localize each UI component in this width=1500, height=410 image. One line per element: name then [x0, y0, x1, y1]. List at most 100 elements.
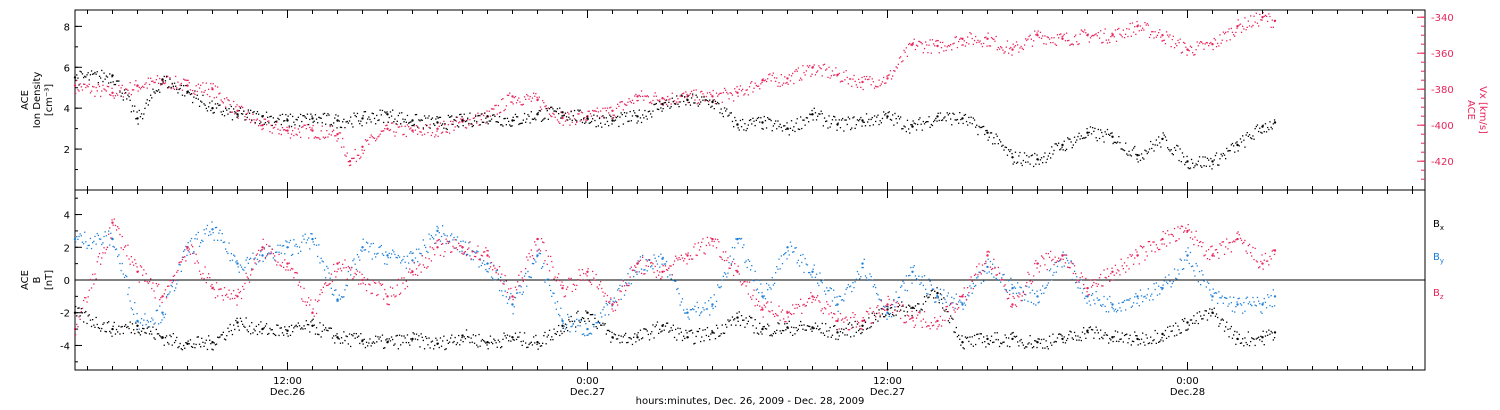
- bx-point: [261, 327, 264, 331]
- density-dot: [1202, 156, 1204, 158]
- density-dot: [381, 109, 384, 112]
- density-dot: [270, 115, 272, 117]
- bx-dot: [518, 336, 520, 338]
- bx-dot: [1034, 340, 1036, 342]
- density-dot: [545, 107, 547, 110]
- bz-dot: [375, 282, 377, 284]
- bx-dot: [1173, 335, 1176, 337]
- velocity-dot: [206, 93, 209, 96]
- bx-dot: [651, 331, 653, 333]
- velocity-dot: [920, 42, 922, 44]
- bx-dot: [620, 335, 622, 337]
- by-dot: [437, 227, 439, 229]
- density-point: [1111, 135, 1114, 138]
- bx-dot: [414, 338, 417, 340]
- velocity-dot: [804, 74, 806, 76]
- bx-dot: [1137, 344, 1139, 346]
- bx-dot: [458, 334, 460, 337]
- bx-dot: [658, 332, 660, 334]
- velocity-dot: [933, 43, 935, 45]
- bx-dot: [742, 319, 744, 321]
- by-dot: [972, 282, 974, 285]
- by-dot: [680, 301, 682, 303]
- bz-dot: [642, 256, 644, 258]
- bx-dot: [1161, 337, 1163, 339]
- by-dot: [885, 313, 887, 316]
- density-dot: [619, 116, 621, 118]
- by-dot: [1013, 286, 1015, 288]
- bz-dot: [544, 260, 546, 262]
- density-dot: [448, 116, 451, 118]
- by-dot: [128, 287, 130, 289]
- by-dot: [376, 253, 378, 255]
- velocity-dot: [978, 41, 980, 43]
- by-dot: [775, 272, 777, 274]
- density-dot: [325, 123, 327, 125]
- bx-dot: [221, 334, 223, 336]
- velocity-dot: [786, 81, 788, 84]
- by-dot: [227, 252, 229, 255]
- bz-dot: [379, 283, 381, 285]
- by-dot: [1028, 286, 1030, 288]
- velocity-dot: [150, 77, 152, 79]
- velocity-dot: [646, 95, 648, 97]
- by-dot: [942, 302, 944, 305]
- bx-dot: [1004, 334, 1006, 336]
- bx-dot: [1179, 332, 1181, 334]
- density-dot: [700, 101, 702, 103]
- by-dot: [331, 293, 334, 295]
- density-dot: [554, 110, 556, 112]
- velocity-dot: [120, 87, 122, 89]
- density-dot: [1144, 149, 1146, 151]
- density-dot: [983, 125, 985, 128]
- density-dot: [817, 115, 819, 117]
- density-dot: [856, 119, 859, 121]
- bx-dot: [601, 324, 603, 326]
- bz-dot: [483, 251, 485, 253]
- by-dot: [330, 287, 332, 289]
- velocity-dot: [705, 95, 707, 98]
- velocity-dot: [262, 127, 264, 130]
- bx-dot: [875, 318, 877, 321]
- density-dot: [1088, 131, 1090, 134]
- bx-dot: [331, 337, 334, 339]
- bx-dot: [297, 322, 299, 324]
- density-dot: [564, 112, 567, 114]
- bx-dot: [727, 319, 729, 321]
- velocity-dot: [1254, 21, 1256, 23]
- by-dot: [1221, 295, 1223, 297]
- bx-dot: [1205, 310, 1207, 312]
- velocity-dot: [927, 52, 929, 54]
- velocity-dot: [1229, 39, 1231, 41]
- density-dot: [762, 128, 764, 130]
- density-dot: [1067, 137, 1069, 139]
- bx-dot: [627, 341, 629, 344]
- velocity-dot: [170, 88, 172, 90]
- velocity-dot: [300, 136, 302, 138]
- velocity-dot: [721, 101, 723, 103]
- density-dot: [212, 112, 214, 114]
- bx-dot: [530, 341, 532, 343]
- density-dot: [665, 99, 668, 101]
- bx-dot: [736, 312, 738, 314]
- velocity-dot: [897, 63, 899, 65]
- bx-dot: [359, 342, 361, 345]
- bx-dot: [435, 337, 437, 339]
- bx-dot: [502, 338, 504, 340]
- velocity-dot: [810, 75, 812, 77]
- by-dot: [290, 254, 293, 256]
- density-dot: [1080, 135, 1082, 137]
- bx-dot: [846, 334, 848, 336]
- bz-dot: [521, 277, 523, 279]
- bx-dot: [818, 329, 820, 331]
- bz-dot: [372, 280, 374, 282]
- velocity-dot: [1029, 34, 1031, 36]
- velocity-dot: [886, 75, 888, 77]
- by-dot: [744, 261, 746, 264]
- density-dot: [1068, 138, 1070, 140]
- by-dot: [219, 229, 221, 231]
- density-dot: [962, 122, 964, 125]
- density-dot: [539, 110, 542, 112]
- bx-dot: [660, 331, 662, 333]
